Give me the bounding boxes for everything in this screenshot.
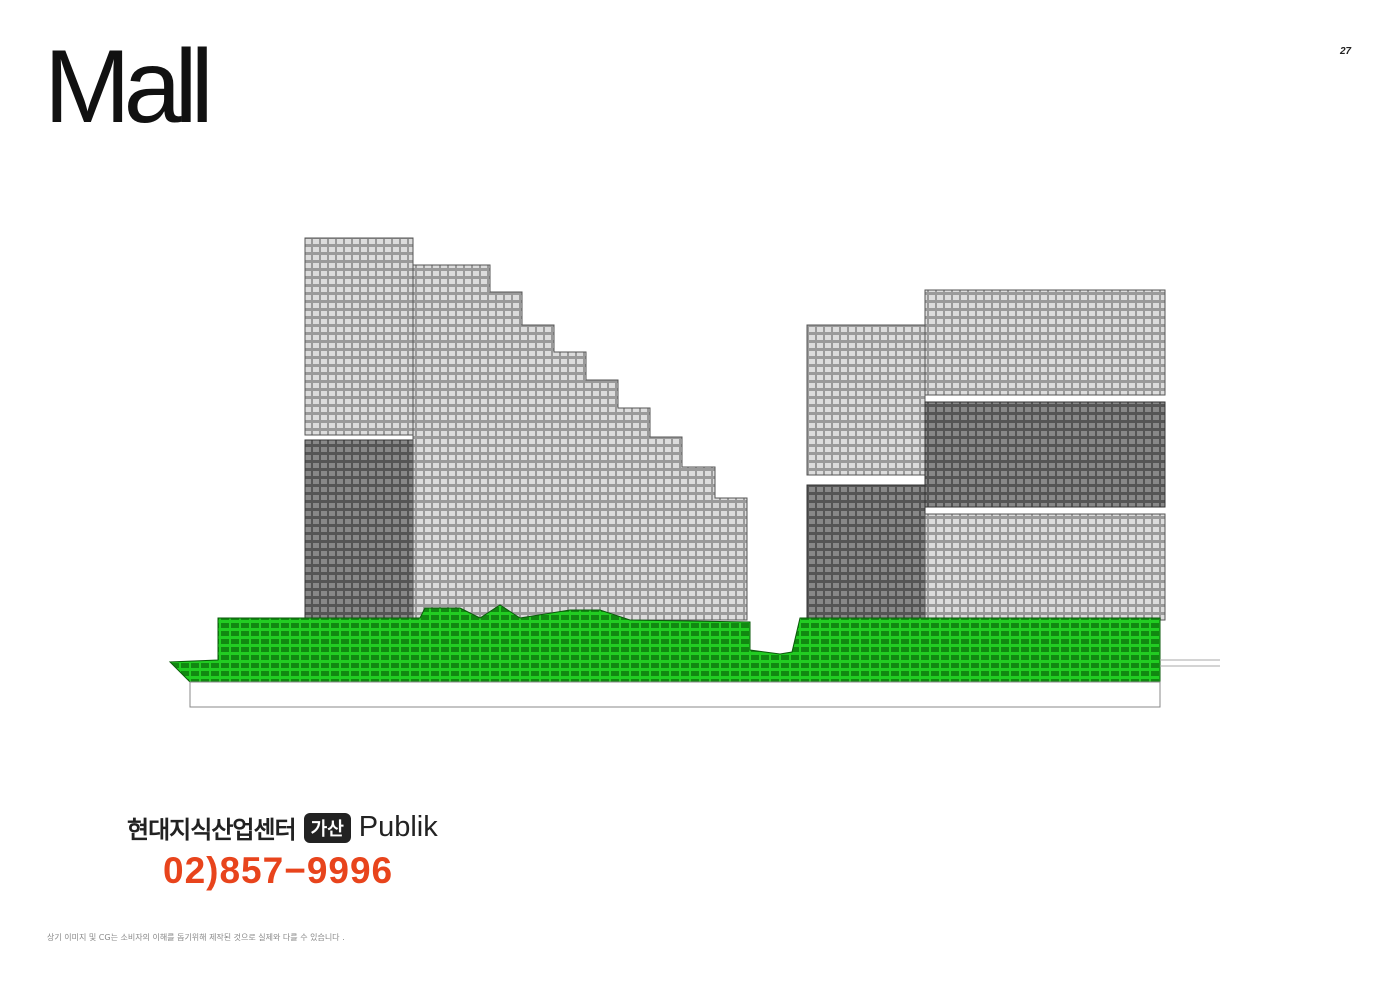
mall-podium — [168, 604, 1220, 708]
disclaimer: 상기 이미지 및 CG는 소비자의 이해를 돕기위해 제작된 것으로 실제와 다… — [47, 933, 345, 942]
brand-name-english: Publik — [358, 811, 438, 843]
page-number: 27 — [1340, 46, 1352, 57]
building-elevation-drawing — [168, 237, 1220, 708]
location-badge: 가산 — [303, 812, 351, 843]
right-tower — [806, 289, 1166, 621]
brand-logo: 현대지식산업센터 가산 Publik — [127, 810, 438, 845]
brand-name-korean: 현대지식산업센터 — [127, 816, 297, 844]
page-title: Mall — [44, 29, 214, 145]
left-tower — [304, 237, 748, 621]
phone-number: 02)857−9996 — [163, 850, 394, 891]
